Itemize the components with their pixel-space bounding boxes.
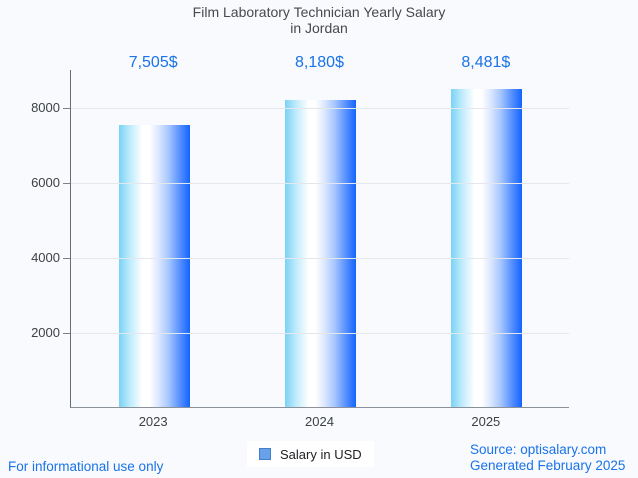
legend-label: Salary in USD — [280, 446, 362, 462]
value-label-2025: 8,481$ — [461, 54, 511, 71]
gridline-8000 — [71, 107, 569, 109]
y-tick-label-8000: 8000 — [31, 99, 60, 115]
value-label-2024: 8,180$ — [295, 54, 344, 71]
gridline-2000 — [71, 332, 569, 334]
y-tick-8000 — [63, 107, 70, 109]
y-tick-label-4000: 4000 — [31, 249, 60, 265]
legend: Salary in USD — [247, 441, 374, 467]
bar-2023 — [118, 125, 190, 407]
gridline-4000 — [71, 257, 569, 259]
y-tick-label-2000: 2000 — [31, 324, 60, 340]
y-tick-4000 — [63, 257, 70, 259]
x-label-2025: 2025 — [471, 414, 501, 429]
generated-text: Generated February 2025 — [470, 458, 626, 473]
y-tick-2000 — [63, 332, 70, 334]
bar-2025 — [451, 88, 523, 407]
value-label-2023: 7,505$ — [128, 54, 178, 71]
x-label-2024: 2024 — [305, 414, 334, 429]
legend-marker-icon — [259, 448, 271, 460]
source-block: Source: optisalary.com Generated Februar… — [470, 442, 625, 474]
x-label-2023: 2023 — [138, 414, 168, 429]
chart-title: Film Laboratory Technician Yearly Salary… — [0, 4, 638, 36]
bar-2024 — [285, 99, 356, 407]
y-tick-6000 — [63, 182, 70, 184]
disclaimer-text: For informational use only — [8, 459, 164, 474]
y-tick-label-6000: 6000 — [31, 174, 60, 190]
source-text: Source: optisalary.com — [470, 442, 607, 457]
chart-title-line1: Film Laboratory Technician Yearly Salary — [192, 4, 446, 20]
gridline-6000 — [71, 182, 569, 184]
plot-area — [70, 70, 569, 408]
chart-title-line2: in Jordan — [290, 19, 348, 36]
